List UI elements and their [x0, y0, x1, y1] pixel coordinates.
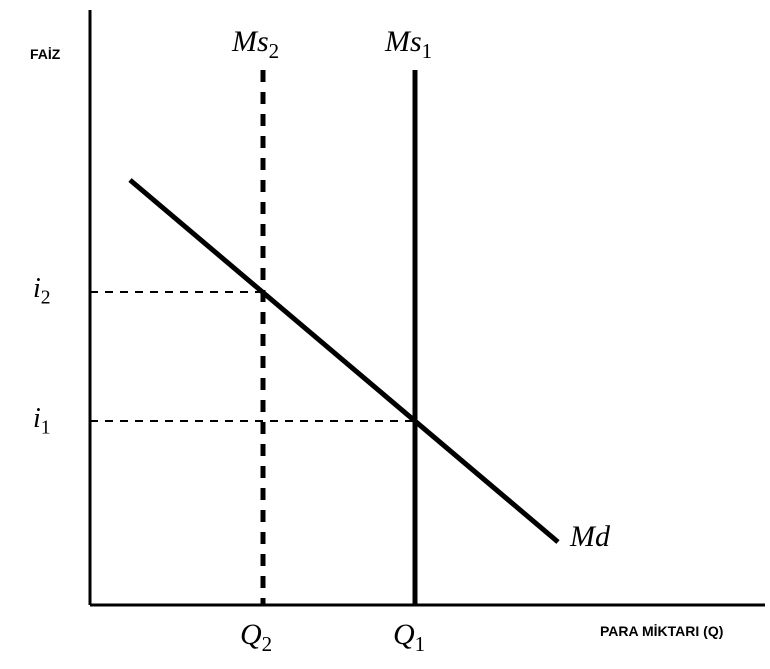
money-market-diagram: FAİZ PARA MİKTARI (Q) Ms2 Ms1 Md i2 i1 Q… [0, 0, 770, 669]
y-axis-label: FAİZ [30, 46, 60, 62]
q2-label: Q2 [240, 618, 272, 657]
i2-label: i2 [33, 273, 51, 310]
x-axis-label: PARA MİKTARI (Q) [600, 623, 723, 639]
md-label: Md [570, 520, 610, 554]
i1-label: i1 [33, 403, 51, 440]
ms1-label: Ms1 [385, 25, 432, 64]
plot-svg [0, 0, 770, 669]
ms2-label: Ms2 [232, 25, 279, 64]
md-line [130, 180, 558, 542]
q1-label: Q1 [393, 618, 425, 657]
